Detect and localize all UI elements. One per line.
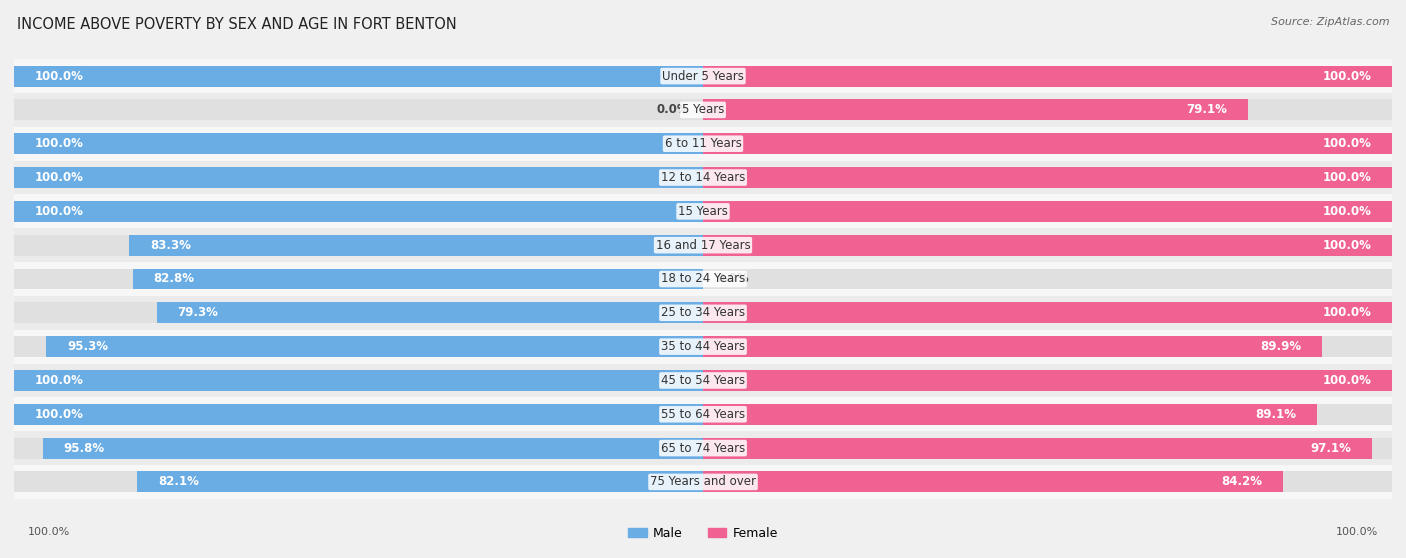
Text: 100.0%: 100.0% <box>1323 70 1371 83</box>
Bar <box>14 133 1392 154</box>
Text: 79.3%: 79.3% <box>177 306 218 319</box>
Bar <box>129 235 703 256</box>
Bar <box>703 99 1249 121</box>
Text: 100.0%: 100.0% <box>35 137 83 150</box>
Bar <box>14 437 1392 459</box>
Bar <box>14 370 1392 391</box>
Text: 82.1%: 82.1% <box>157 475 198 488</box>
Bar <box>14 133 703 154</box>
Bar <box>14 302 1392 323</box>
Bar <box>14 66 703 86</box>
Text: 83.3%: 83.3% <box>150 239 191 252</box>
Bar <box>703 167 1392 188</box>
Bar <box>703 370 1392 391</box>
Text: 79.1%: 79.1% <box>1187 103 1227 117</box>
Text: 100.0%: 100.0% <box>1323 171 1371 184</box>
Text: 0.0%: 0.0% <box>657 103 689 117</box>
Text: INCOME ABOVE POVERTY BY SEX AND AGE IN FORT BENTON: INCOME ABOVE POVERTY BY SEX AND AGE IN F… <box>17 17 457 32</box>
Text: 100.0%: 100.0% <box>1323 306 1371 319</box>
Bar <box>14 235 1392 256</box>
Bar <box>14 161 1392 194</box>
Text: 15 Years: 15 Years <box>678 205 728 218</box>
Text: 75 Years and over: 75 Years and over <box>650 475 756 488</box>
Text: 100.0%: 100.0% <box>1323 137 1371 150</box>
Bar <box>14 262 1392 296</box>
Bar <box>14 431 1392 465</box>
Text: Source: ZipAtlas.com: Source: ZipAtlas.com <box>1271 17 1389 27</box>
Bar <box>138 472 703 492</box>
Bar <box>14 167 1392 188</box>
Text: 97.1%: 97.1% <box>1310 441 1351 455</box>
Text: 35 to 44 Years: 35 to 44 Years <box>661 340 745 353</box>
Text: 95.3%: 95.3% <box>67 340 108 353</box>
Bar <box>14 228 1392 262</box>
Bar <box>703 437 1372 459</box>
Text: 100.0%: 100.0% <box>28 527 70 537</box>
Bar <box>703 235 1392 256</box>
Bar <box>132 268 703 290</box>
Bar <box>14 59 1392 93</box>
Bar <box>14 404 1392 425</box>
Text: 16 and 17 Years: 16 and 17 Years <box>655 239 751 252</box>
Text: 100.0%: 100.0% <box>1336 527 1378 537</box>
Bar <box>44 437 703 459</box>
Bar <box>703 302 1392 323</box>
Bar <box>14 194 1392 228</box>
Bar <box>14 472 1392 492</box>
Bar <box>14 370 703 391</box>
Text: 100.0%: 100.0% <box>35 171 83 184</box>
Bar <box>14 268 1392 290</box>
Bar <box>14 201 1392 222</box>
Bar <box>14 93 1392 127</box>
Bar <box>46 336 703 357</box>
Text: 82.8%: 82.8% <box>153 272 194 286</box>
Bar <box>703 472 1284 492</box>
Bar <box>14 397 1392 431</box>
Bar <box>14 364 1392 397</box>
Bar <box>14 66 1392 86</box>
Text: Under 5 Years: Under 5 Years <box>662 70 744 83</box>
Bar <box>703 66 1392 86</box>
Text: 84.2%: 84.2% <box>1222 475 1263 488</box>
Text: 100.0%: 100.0% <box>35 374 83 387</box>
Text: 100.0%: 100.0% <box>1323 205 1371 218</box>
Bar <box>14 404 703 425</box>
Text: 6 to 11 Years: 6 to 11 Years <box>665 137 741 150</box>
Legend: Male, Female: Male, Female <box>623 522 783 545</box>
Bar <box>14 330 1392 364</box>
Bar <box>703 201 1392 222</box>
Bar <box>14 167 703 188</box>
Text: 5 Years: 5 Years <box>682 103 724 117</box>
Text: 45 to 54 Years: 45 to 54 Years <box>661 374 745 387</box>
Bar <box>703 404 1317 425</box>
Bar <box>156 302 703 323</box>
Bar <box>14 99 1392 121</box>
Text: 100.0%: 100.0% <box>1323 374 1371 387</box>
Bar <box>14 201 703 222</box>
Bar <box>14 296 1392 330</box>
Text: 12 to 14 Years: 12 to 14 Years <box>661 171 745 184</box>
Bar <box>14 336 1392 357</box>
Text: 100.0%: 100.0% <box>35 408 83 421</box>
Bar <box>14 465 1392 499</box>
Text: 89.1%: 89.1% <box>1256 408 1296 421</box>
Text: 95.8%: 95.8% <box>63 441 105 455</box>
Text: 65 to 74 Years: 65 to 74 Years <box>661 441 745 455</box>
Text: 0.0%: 0.0% <box>717 272 749 286</box>
Text: 89.9%: 89.9% <box>1261 340 1302 353</box>
Text: 25 to 34 Years: 25 to 34 Years <box>661 306 745 319</box>
Text: 55 to 64 Years: 55 to 64 Years <box>661 408 745 421</box>
Bar <box>703 133 1392 154</box>
Bar <box>703 336 1323 357</box>
Text: 100.0%: 100.0% <box>35 205 83 218</box>
Bar <box>14 127 1392 161</box>
Text: 18 to 24 Years: 18 to 24 Years <box>661 272 745 286</box>
Text: 100.0%: 100.0% <box>35 70 83 83</box>
Text: 100.0%: 100.0% <box>1323 239 1371 252</box>
